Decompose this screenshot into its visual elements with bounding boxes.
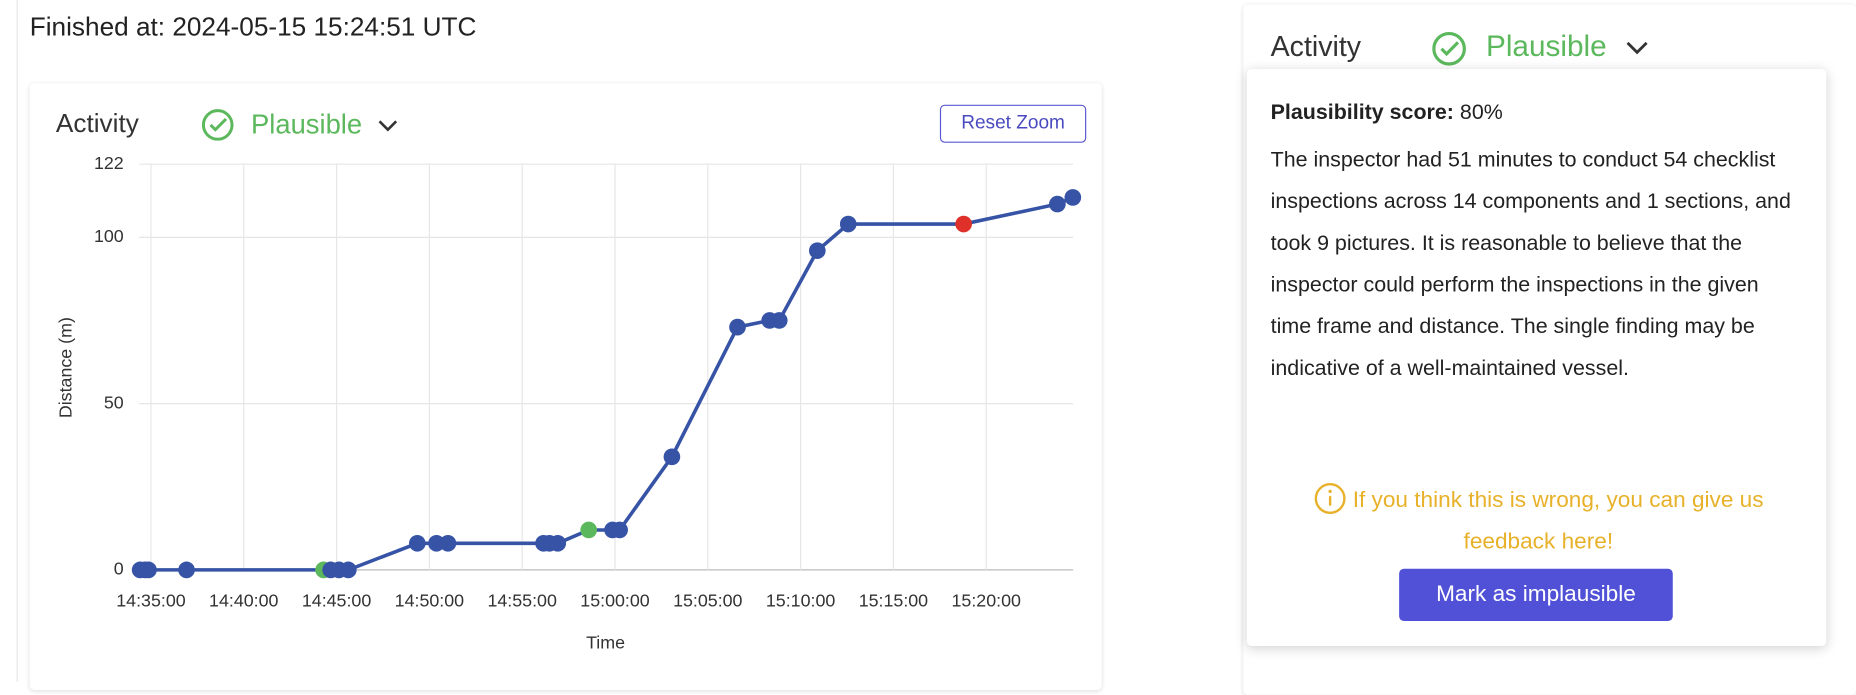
x-tick-label: 15:15:00 (859, 591, 928, 611)
chevron[interactable] (1624, 38, 1650, 57)
status[interactable]: Plausible (251, 108, 363, 140)
mark-implausible-button[interactable]: Mark as implausible (1399, 568, 1673, 622)
line (140, 195, 1074, 572)
point (339, 561, 357, 579)
info-icon (1314, 483, 1346, 514)
score: 80% (1459, 99, 1503, 124)
x-tick-label: 14:35:00 (116, 591, 185, 611)
popover: Plausibility score: 80% The inspector ha… (1246, 69, 1827, 647)
point (140, 561, 157, 579)
left-border (0, 0, 18, 682)
point (1064, 189, 1082, 206)
point (408, 534, 426, 552)
point (955, 215, 972, 233)
score-line: Plausibility score: 80% (1271, 100, 1503, 125)
chevron[interactable] (376, 115, 400, 134)
x-tick-label: 15:20:00 (952, 591, 1021, 611)
point (1049, 195, 1066, 213)
side-title: Activity (1270, 30, 1362, 64)
y-tick-label: 100 (94, 226, 124, 246)
finished-label: Finished at: 2024-05-15 15:24:51 UTC (29, 11, 477, 42)
score-label: Plausibility score: (1270, 99, 1454, 124)
x-tick-label: 14:45:00 (302, 591, 371, 611)
y-tick-label: 0 (114, 559, 124, 579)
point (580, 521, 598, 539)
explanation: The inspector had 51 minutes to conduct … (1270, 147, 1791, 380)
point (770, 312, 788, 329)
chart-card (29, 83, 1102, 691)
y-tick-label: 50 (104, 392, 124, 412)
point (611, 521, 628, 539)
y-tick-label: 122 (94, 153, 124, 173)
x-tick-label: 15:10:00 (766, 591, 835, 611)
point (808, 242, 826, 259)
point (178, 561, 195, 579)
feedback-text[interactable]: If you think this is wrong, you can give… (1352, 487, 1764, 555)
point (439, 534, 457, 552)
x-tick-label: 14:40:00 (209, 591, 278, 611)
point (428, 534, 445, 552)
x-tick-label: 14:50:00 (395, 591, 464, 611)
y-axis-label: Distance (m) (55, 317, 75, 418)
check-icon (1432, 31, 1466, 66)
feedback[interactable]: If you think this is wrong, you can give… (1300, 479, 1776, 562)
side-status[interactable]: Plausible (1485, 29, 1607, 64)
x-tick-label: 14:55:00 (487, 591, 556, 611)
point (839, 215, 857, 233)
x-tick-label: 15:05:00 (673, 591, 742, 611)
reset-zoom[interactable]: Reset Zoom (939, 104, 1087, 143)
check-icon (201, 109, 234, 141)
x-axis-label: Time (586, 632, 625, 652)
point (729, 318, 746, 336)
point (549, 534, 567, 552)
panel-title: Activity (55, 108, 139, 139)
x-tick-label: 15:00:00 (580, 591, 649, 611)
chart: Time Distance (m) 0 50 100 122 14:35:00 14:40… (55, 153, 1082, 652)
point (663, 448, 681, 466)
